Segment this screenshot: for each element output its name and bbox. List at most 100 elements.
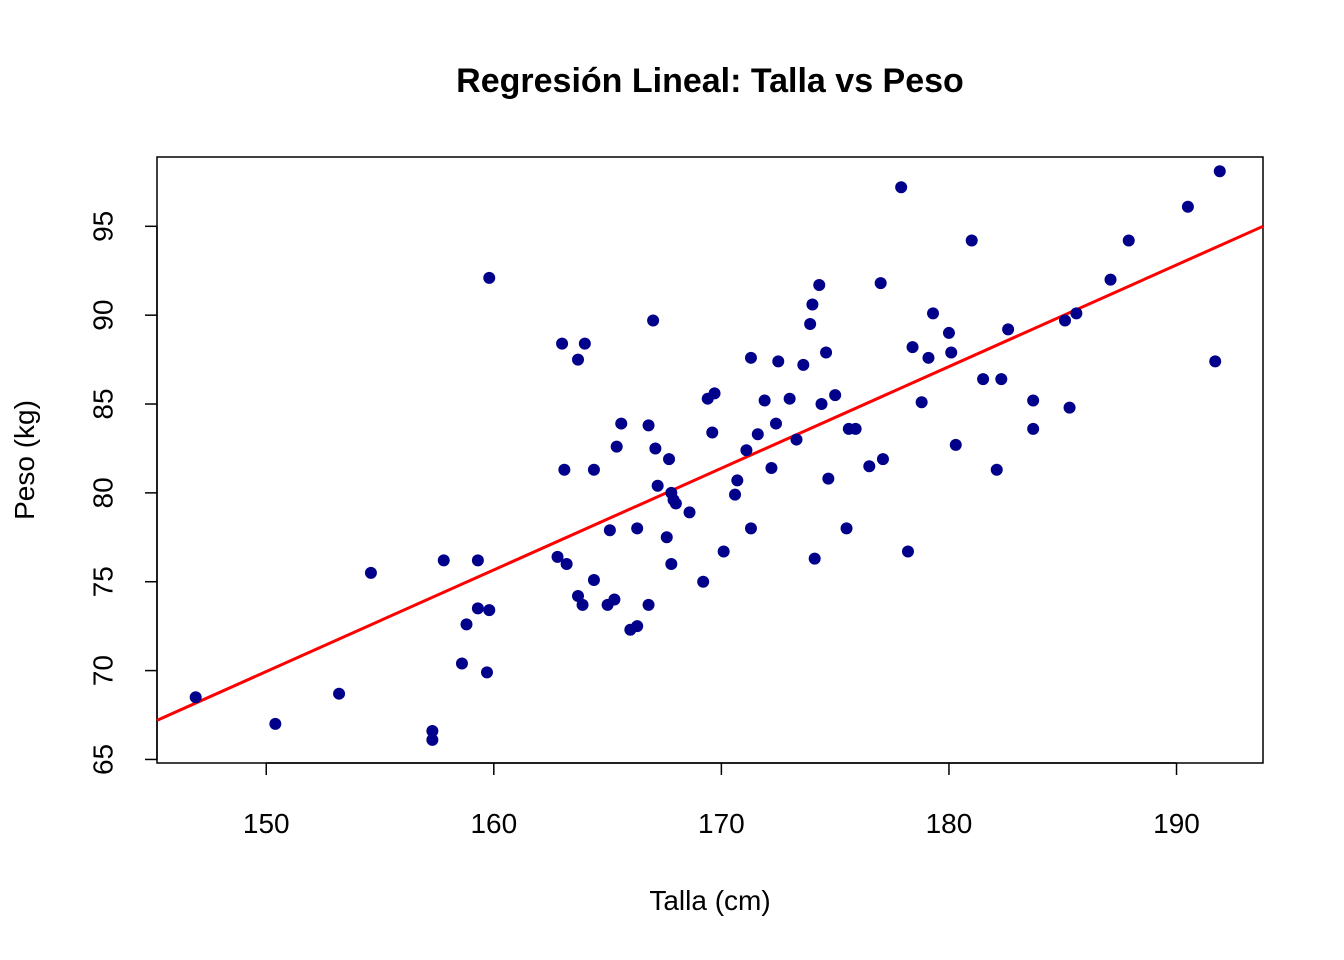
- y-tick-label: 70: [88, 655, 119, 686]
- data-points: [189, 165, 1226, 746]
- data-point: [556, 337, 569, 350]
- data-point: [437, 554, 450, 567]
- data-point: [840, 522, 853, 535]
- data-point: [1181, 200, 1194, 213]
- data-point: [572, 353, 585, 366]
- data-point: [1027, 422, 1040, 435]
- y-tick-label: 80: [88, 477, 119, 508]
- data-point: [990, 463, 1003, 476]
- y-tick-label: 85: [88, 388, 119, 419]
- data-point: [587, 573, 600, 586]
- data-point: [1104, 273, 1117, 286]
- x-tick-label: 180: [926, 808, 973, 839]
- data-point: [663, 453, 676, 466]
- data-point: [642, 598, 655, 611]
- data-point: [717, 545, 730, 558]
- data-point: [480, 666, 493, 679]
- data-point: [1002, 323, 1015, 336]
- data-point: [560, 557, 573, 570]
- data-point: [578, 337, 591, 350]
- x-tick-label: 190: [1153, 808, 1200, 839]
- data-point: [895, 181, 908, 194]
- data-point: [269, 717, 282, 730]
- data-point: [942, 326, 955, 339]
- data-point: [876, 453, 889, 466]
- data-point: [744, 522, 757, 535]
- data-point: [455, 657, 468, 670]
- data-point: [744, 351, 757, 364]
- data-point: [708, 387, 721, 400]
- data-point: [1070, 307, 1083, 320]
- data-point: [576, 598, 589, 611]
- data-point: [822, 472, 835, 485]
- data-point: [471, 602, 484, 615]
- data-point: [804, 318, 817, 331]
- data-point: [610, 440, 623, 453]
- x-tick-label: 170: [698, 808, 745, 839]
- data-point: [829, 389, 842, 402]
- data-point: [651, 479, 664, 492]
- x-axis-label: Talla (cm): [649, 885, 770, 916]
- data-point: [426, 725, 439, 738]
- data-point: [660, 531, 673, 544]
- data-point: [1059, 314, 1072, 327]
- data-point: [551, 550, 564, 563]
- data-point: [965, 234, 978, 247]
- data-point: [697, 575, 710, 588]
- data-point: [683, 506, 696, 519]
- data-point: [874, 277, 887, 290]
- x-tick-label: 150: [243, 808, 290, 839]
- x-tick-label: 160: [470, 808, 517, 839]
- data-point: [758, 394, 771, 407]
- data-point: [706, 426, 719, 439]
- data-point: [813, 278, 826, 291]
- data-point: [426, 733, 439, 746]
- data-point: [808, 552, 821, 565]
- data-point: [1213, 165, 1226, 178]
- data-point: [949, 438, 962, 451]
- plot-area-frame: [156, 156, 1264, 764]
- data-point: [1209, 355, 1222, 368]
- x-axis: 150 160 170 180 190: [243, 762, 1200, 839]
- data-point: [558, 463, 571, 476]
- data-point: [642, 419, 655, 432]
- data-point: [615, 417, 628, 430]
- data-point: [927, 307, 940, 320]
- data-point: [460, 618, 473, 631]
- data-point: [995, 373, 1008, 386]
- data-point: [631, 522, 644, 535]
- data-point: [751, 428, 764, 441]
- data-point: [587, 463, 600, 476]
- data-point: [631, 620, 644, 633]
- data-point: [483, 271, 496, 284]
- y-tick-label: 95: [88, 211, 119, 242]
- data-point: [572, 589, 585, 602]
- regression-line: [156, 224, 1264, 722]
- regression-line-group: [156, 224, 1264, 722]
- data-point: [1063, 401, 1076, 414]
- data-point: [1122, 234, 1135, 247]
- data-point: [731, 474, 744, 487]
- data-point: [603, 524, 616, 537]
- data-point: [471, 554, 484, 567]
- data-point: [665, 557, 678, 570]
- data-point: [815, 398, 828, 411]
- data-point: [906, 341, 919, 354]
- data-point: [364, 566, 377, 579]
- data-point: [189, 691, 202, 704]
- data-point: [740, 444, 753, 457]
- data-point: [820, 346, 833, 359]
- data-point: [333, 687, 346, 700]
- y-axis-label: Peso (kg): [9, 400, 40, 520]
- data-point: [797, 358, 810, 371]
- chart-title: Regresión Lineal: Talla vs Peso: [456, 62, 964, 100]
- data-point: [790, 433, 803, 446]
- y-axis: 65 70 75 80 85 90 95: [88, 211, 158, 775]
- data-point: [1027, 394, 1040, 407]
- data-point: [849, 422, 862, 435]
- data-point: [608, 593, 621, 606]
- data-point: [922, 351, 935, 364]
- data-point: [669, 497, 682, 510]
- data-point: [915, 396, 928, 409]
